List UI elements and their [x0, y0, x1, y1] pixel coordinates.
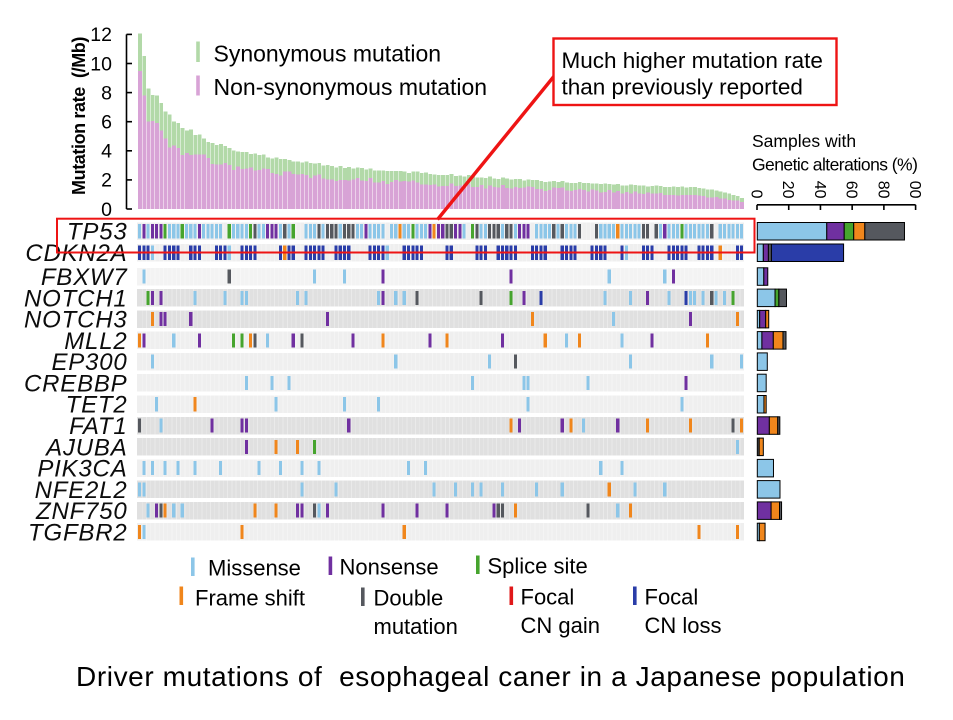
svg-text:8: 8 — [101, 82, 112, 104]
svg-text:Frame shift: Frame shift — [195, 586, 305, 611]
svg-text:4: 4 — [101, 141, 112, 163]
svg-text:NFE2L2: NFE2L2 — [35, 477, 128, 504]
svg-text:NOTCH3: NOTCH3 — [24, 307, 127, 334]
svg-text:FBXW7: FBXW7 — [41, 264, 129, 291]
svg-text:than previously reported: than previously reported — [562, 75, 803, 100]
svg-text:80: 80 — [874, 181, 891, 199]
svg-text:20: 20 — [779, 181, 796, 199]
svg-text:Focal: Focal — [521, 585, 575, 610]
svg-text:AJUBA: AJUBA — [44, 434, 127, 461]
svg-text:TP53: TP53 — [67, 219, 128, 246]
svg-text:MLL2: MLL2 — [64, 328, 127, 355]
svg-text:Genetic alterations (%): Genetic alterations (%) — [752, 155, 917, 175]
svg-text:Driver mutations of esophagea: Driver mutations of esophageal caner in … — [76, 661, 906, 692]
svg-text:60: 60 — [843, 181, 860, 199]
svg-text:mutation: mutation — [374, 614, 458, 639]
svg-text:Splice site: Splice site — [488, 554, 588, 579]
svg-text:PIK3CA: PIK3CA — [37, 456, 127, 483]
svg-text:FAT1: FAT1 — [69, 413, 127, 440]
svg-text:Double: Double — [374, 586, 444, 611]
svg-text:2: 2 — [101, 170, 112, 192]
svg-text:CN loss: CN loss — [645, 613, 722, 638]
svg-text:Focal: Focal — [645, 585, 699, 610]
svg-text:40: 40 — [811, 181, 828, 199]
svg-text:10: 10 — [90, 53, 112, 75]
svg-text:0: 0 — [101, 199, 112, 221]
svg-text:Samples with: Samples with — [752, 131, 856, 151]
svg-text:ZNF750: ZNF750 — [35, 498, 128, 525]
svg-text:12: 12 — [90, 24, 112, 46]
svg-text:NOTCH1: NOTCH1 — [24, 285, 127, 312]
svg-text:Missense: Missense — [208, 556, 301, 581]
svg-text:EP300: EP300 — [51, 349, 127, 376]
svg-text:0: 0 — [747, 190, 764, 199]
svg-text:Mutation rate (/Mb): Mutation rate (/Mb) — [69, 37, 89, 195]
svg-text:Much higher mutation rate: Much higher mutation rate — [562, 48, 823, 73]
svg-text:CN gain: CN gain — [521, 613, 600, 638]
svg-text:Nonsense: Nonsense — [340, 555, 439, 580]
svg-text:TET2: TET2 — [66, 392, 128, 419]
svg-text:Synonymous mutation: Synonymous mutation — [214, 41, 442, 67]
svg-text:TGFBR2: TGFBR2 — [28, 519, 127, 546]
svg-text:6: 6 — [101, 112, 112, 134]
svg-text:00: 00 — [906, 181, 923, 199]
svg-text:Non-synonymous mutation: Non-synonymous mutation — [214, 74, 488, 100]
svg-text:CDKN2A: CDKN2A — [25, 240, 127, 267]
svg-text:CREBBP: CREBBP — [24, 370, 128, 397]
